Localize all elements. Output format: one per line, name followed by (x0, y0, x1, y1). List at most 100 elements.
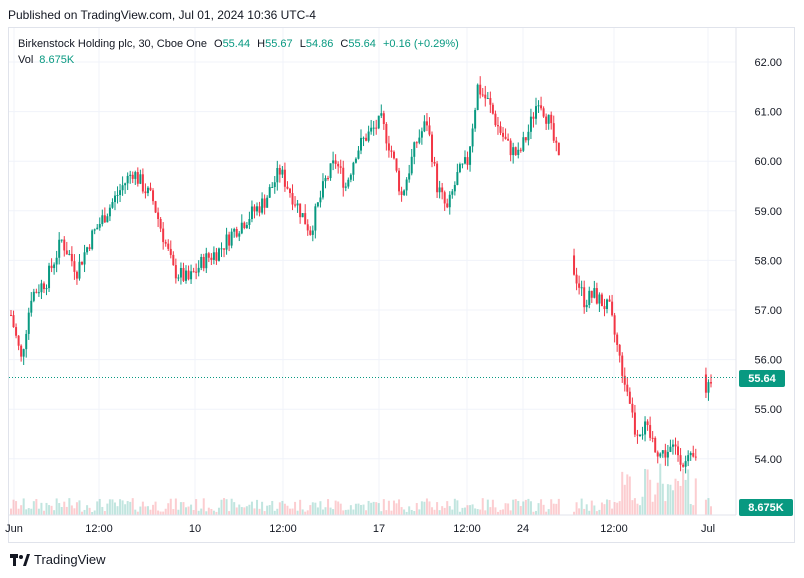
volume-bar (225, 499, 228, 515)
candle-body (431, 134, 434, 163)
candle-body (600, 294, 603, 307)
volume-bar (146, 506, 149, 515)
symbol-name[interactable]: Birkenstock Holding plc, 30, Cboe One (18, 38, 207, 50)
volume-bar (370, 502, 373, 515)
volume-bar (154, 501, 157, 515)
candle-body (17, 335, 20, 346)
candle-body (458, 164, 461, 173)
volume-bar (441, 506, 444, 515)
candle-body (339, 166, 342, 168)
candle-body (281, 169, 284, 175)
volume-bar (433, 509, 436, 515)
volume-bar (78, 500, 81, 515)
volume-bar (585, 504, 588, 515)
candle-body (48, 265, 51, 289)
candle-body (400, 191, 403, 195)
volume-bar (453, 498, 456, 515)
candle-body (91, 230, 94, 249)
volume-bar (486, 499, 489, 515)
candle-body (296, 203, 299, 206)
volume-bar (83, 509, 86, 515)
candle-body (40, 283, 43, 293)
volume-bar (167, 503, 170, 515)
volume-bar (172, 509, 175, 515)
price-tick-label: 58.00 (754, 255, 782, 267)
candle-body (649, 425, 652, 438)
candle-body (233, 228, 236, 232)
volume-bar (337, 501, 340, 515)
candle-body (22, 349, 25, 357)
volume-bar (423, 501, 426, 515)
footer-brand[interactable]: TradingView (10, 552, 106, 567)
candle-body (149, 187, 152, 191)
volume-bar (182, 502, 185, 515)
candle-body (489, 98, 492, 105)
candle-body (253, 206, 256, 212)
volume-bar (529, 501, 532, 515)
chart-frame[interactable] (8, 27, 795, 543)
chart-grid (9, 28, 736, 515)
volume-bar (512, 499, 515, 515)
candle-body (664, 450, 667, 458)
volume-bar (666, 484, 669, 515)
candle-body (192, 271, 195, 273)
candle-body (509, 140, 512, 156)
candle-body (68, 253, 71, 255)
volume-bar (121, 500, 124, 515)
open-label: O (214, 38, 223, 50)
volume-bar (446, 501, 449, 515)
candle-body (433, 162, 436, 164)
close-value: 55.64 (348, 38, 376, 50)
candle-body (182, 267, 185, 281)
candle-body (327, 178, 330, 180)
candle-body (190, 271, 193, 280)
volume-bar (385, 510, 388, 515)
candle-body (154, 201, 157, 213)
volume-bar (271, 500, 274, 515)
candle-body (349, 174, 352, 180)
candle-body (342, 167, 345, 188)
candle-body (484, 94, 487, 99)
candle-body (446, 203, 449, 208)
volume-bar (641, 496, 644, 515)
volume-bar (377, 503, 380, 515)
volume-bar (42, 510, 45, 515)
candlesticks (10, 76, 712, 474)
candle-body (443, 192, 446, 204)
volume-bar (362, 504, 365, 515)
volume-bars (10, 463, 712, 515)
price-tick-label: 61.00 (754, 107, 782, 119)
candle-body (299, 203, 302, 218)
volume-bar (578, 508, 581, 515)
candle-body (12, 315, 15, 328)
candle-body (669, 446, 672, 452)
volume-bar (522, 501, 525, 515)
volume-bar (126, 501, 129, 515)
candle-body (479, 84, 482, 95)
volume-bar (205, 511, 208, 515)
candle-body (223, 248, 226, 250)
close-label: C (340, 38, 349, 50)
candle-body (585, 304, 588, 308)
volume-bar (276, 508, 279, 515)
price-tick-label: 57.00 (754, 305, 782, 317)
candle-body (671, 444, 674, 447)
volume-bar (420, 501, 423, 515)
volume-bar (463, 507, 466, 515)
candle-body (522, 137, 525, 151)
candle-body (230, 231, 233, 246)
candle-body (58, 239, 61, 258)
candle-body (238, 233, 241, 237)
candle-body (367, 131, 370, 141)
candle-body (613, 315, 616, 335)
volume-bar (484, 510, 487, 515)
candle-body (372, 127, 375, 129)
volume-bar (10, 508, 12, 515)
candle-body (677, 446, 680, 456)
candle-body (494, 113, 497, 126)
volume-bar (367, 500, 370, 515)
volume-bar (304, 511, 307, 515)
volume-bar (256, 499, 259, 515)
volume-bar (347, 509, 350, 515)
